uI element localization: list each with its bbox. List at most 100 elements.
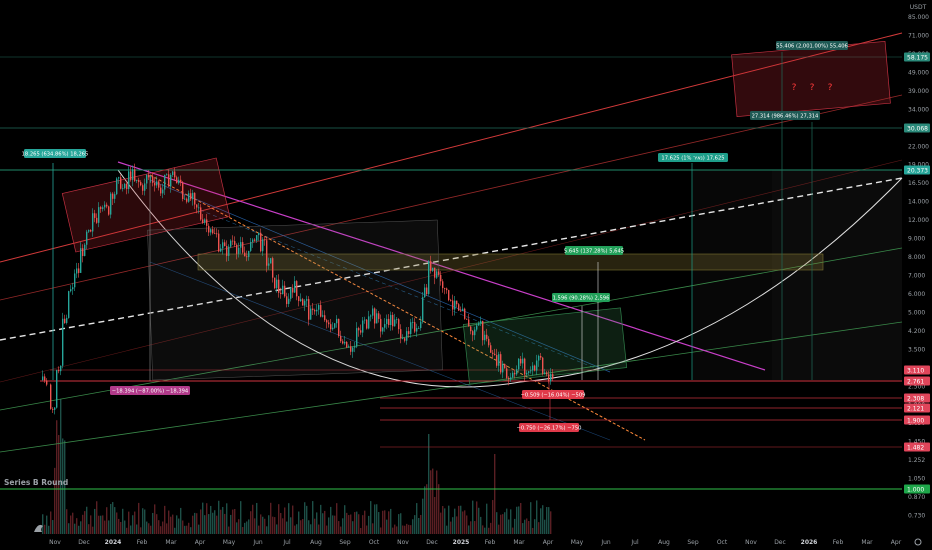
channel-upper-line xyxy=(0,32,903,263)
candle-body xyxy=(546,372,548,375)
volume-bar xyxy=(444,508,446,534)
price-tag: 1.900 xyxy=(904,415,930,425)
candle-body xyxy=(482,320,484,341)
volume-bar xyxy=(316,512,318,534)
volume-bar xyxy=(156,514,158,534)
volume-bar xyxy=(268,515,270,534)
candle-body xyxy=(500,354,502,373)
candle-body xyxy=(256,235,258,241)
candle-body xyxy=(88,230,90,232)
volume-bar xyxy=(208,514,210,534)
volume-bar xyxy=(308,520,310,534)
volume-bar xyxy=(326,525,328,534)
volume-bar xyxy=(292,505,294,534)
candle-body xyxy=(166,174,168,176)
candle-body xyxy=(212,229,214,234)
candle-body xyxy=(472,331,474,336)
volume-bar xyxy=(90,515,92,534)
candle-body xyxy=(414,322,416,332)
volume-bar xyxy=(550,511,552,534)
candle-body xyxy=(522,358,524,364)
candle-body xyxy=(524,358,526,375)
x-tick-label: May xyxy=(223,539,236,546)
volume-bar xyxy=(120,521,122,534)
candle-body xyxy=(108,206,110,215)
candle-body xyxy=(528,371,530,373)
volume-bar xyxy=(158,520,160,534)
y-tick-label: 4.200 xyxy=(908,328,925,335)
volume-bar xyxy=(136,524,138,534)
volume-bar xyxy=(544,519,546,534)
x-tick-label: Dec xyxy=(774,539,786,546)
volume-bar xyxy=(328,517,330,534)
candle-body xyxy=(380,318,382,332)
volume-bar xyxy=(490,522,492,534)
x-tick-label: 2024 xyxy=(105,539,122,546)
y-tick-label: 1.050 xyxy=(908,476,925,483)
candle-body xyxy=(248,250,250,257)
volume-bar xyxy=(54,467,56,534)
candle-body xyxy=(428,261,430,295)
volume-bar xyxy=(394,524,396,534)
price-tag-bg xyxy=(904,365,930,375)
candle-body xyxy=(50,384,52,409)
volume-bar xyxy=(80,521,82,534)
candle-body xyxy=(274,277,276,289)
volume-bar xyxy=(50,511,52,534)
candle-body xyxy=(182,182,184,199)
volume-bar xyxy=(300,520,302,534)
candle-body xyxy=(234,241,236,245)
candle-body xyxy=(128,171,130,190)
candle-body xyxy=(306,299,308,301)
bowl-curve xyxy=(117,169,903,388)
volume-bar xyxy=(52,520,54,534)
candle-body xyxy=(100,207,102,209)
candle-body xyxy=(484,334,486,341)
volume-bar xyxy=(456,516,458,534)
candle-body xyxy=(494,353,496,356)
candle-body xyxy=(438,271,440,275)
volume-bar xyxy=(132,515,134,534)
volume-bar xyxy=(222,506,224,534)
candle-body xyxy=(352,347,354,352)
candle-body xyxy=(490,345,492,353)
volume-bar xyxy=(48,525,50,534)
candle-body xyxy=(372,308,374,316)
volume-bar xyxy=(266,526,268,534)
candle-body xyxy=(348,346,350,348)
measurement-text: 27.314 (986.46%) 27,314 xyxy=(752,114,819,120)
candle-body xyxy=(238,247,240,254)
candle-body xyxy=(292,287,294,293)
gear-icon[interactable] xyxy=(914,538,922,546)
candle-body xyxy=(386,318,388,325)
red-box-top xyxy=(61,157,231,253)
volume-bar xyxy=(542,505,544,534)
y-tick-label: 3.500 xyxy=(908,346,925,353)
candle-body xyxy=(200,207,202,220)
price-tag-bg xyxy=(904,393,930,403)
candle-body xyxy=(56,370,58,408)
y-tick-label: 39.000 xyxy=(908,88,929,95)
y-tick-label: 22.000 xyxy=(908,143,929,150)
volume-bar xyxy=(180,507,182,534)
x-tick-label: Jul xyxy=(630,539,639,546)
magenta-downtrend xyxy=(117,161,766,371)
volume-bar xyxy=(502,514,504,534)
volume-bar xyxy=(142,508,144,534)
candle-body xyxy=(364,319,366,321)
volume-bar xyxy=(324,510,326,534)
volume-bar xyxy=(282,518,284,534)
candle-body xyxy=(204,219,206,223)
candle-body xyxy=(176,177,178,184)
candle-body xyxy=(408,331,410,335)
volume-bar xyxy=(378,512,380,534)
candle-body xyxy=(294,281,296,293)
volume-bar xyxy=(84,511,86,534)
question-mark: ? xyxy=(828,83,833,93)
measurement-text: −0.750 (−26.17%) −750 xyxy=(517,426,582,432)
volume-bar xyxy=(322,513,324,534)
candle-body xyxy=(436,271,438,278)
volume-bar xyxy=(174,527,176,534)
candle-body xyxy=(360,330,362,333)
